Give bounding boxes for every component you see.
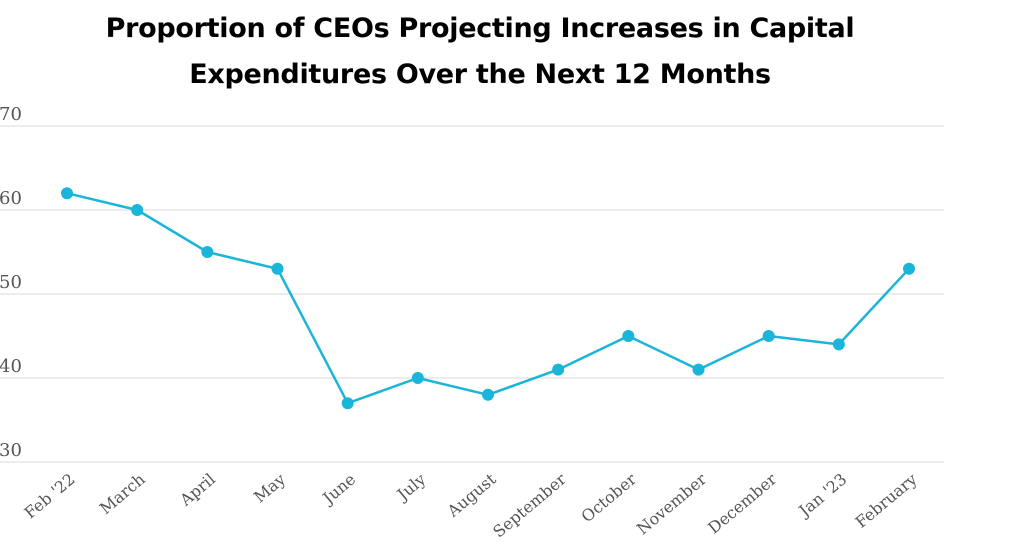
data-point <box>61 187 73 200</box>
y-axis-labels: 70 60 50 40 30 <box>0 104 22 461</box>
x-tick-label: Jan '23 <box>794 470 851 522</box>
data-point <box>832 338 845 351</box>
data-point <box>762 330 775 342</box>
data-point <box>692 363 705 376</box>
x-tick-label: May <box>250 470 289 507</box>
x-tick-label: February <box>852 470 921 532</box>
data-point <box>271 262 284 275</box>
data-point <box>622 330 635 342</box>
x-tick-label: Feb '22 <box>21 470 79 523</box>
series-line <box>66 191 910 405</box>
y-tick-label: 60 <box>0 188 22 209</box>
series-line-group <box>66 191 910 405</box>
chart-title-line-1: Proportion of CEOs Projecting Increases … <box>105 13 855 44</box>
x-tick-label: March <box>96 470 149 519</box>
x-tick-label: September <box>489 469 570 541</box>
data-point <box>482 388 494 401</box>
gridlines <box>0 125 944 463</box>
x-tick-label: November <box>633 469 710 538</box>
y-tick-label: 70 <box>0 104 22 125</box>
chart-title-line-2: Expenditures Over the Next 12 Months <box>189 59 771 90</box>
data-point <box>131 204 144 216</box>
x-tick-label: July <box>392 470 429 506</box>
x-tick-label: October <box>578 469 641 526</box>
x-tick-label: August <box>443 469 500 521</box>
data-point <box>201 246 214 258</box>
y-tick-label: 40 <box>0 356 22 377</box>
data-point <box>341 397 354 410</box>
x-tick-label: June <box>318 470 360 509</box>
data-point <box>411 372 424 384</box>
x-tick-label: April <box>176 470 219 511</box>
data-point <box>552 363 565 376</box>
data-points <box>61 187 915 410</box>
y-tick-label: 30 <box>0 440 22 461</box>
y-tick-label: 50 <box>0 272 22 293</box>
x-tick-label: December <box>704 469 780 537</box>
x-axis-labels: Feb '22 March April May June July AugustSeptem… <box>21 469 921 541</box>
data-point <box>903 262 915 275</box>
